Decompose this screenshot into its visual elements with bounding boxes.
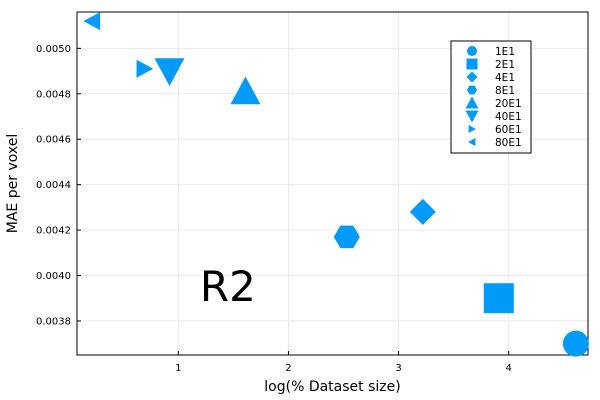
legend-marker-20E1: [465, 96, 479, 109]
legend-box: [450, 40, 532, 154]
data-point-2E1: [483, 283, 514, 314]
legend-marker-40E1: [465, 110, 479, 123]
y-tick-label: 0.0038: [36, 316, 71, 327]
axis-ticks: 1 2 3 4 0.0038 0.0040 0.0042 0.0044 0.0046 0.0048…: [36, 44, 512, 374]
x-tick-label: 3: [395, 363, 401, 374]
chart-annotation: R2: [200, 262, 256, 311]
data-point-80E1: [83, 12, 101, 31]
x-tick-label: 1: [175, 363, 181, 374]
y-tick-label: 0.0050: [36, 44, 71, 55]
legend-label: 8E1: [495, 85, 515, 97]
legend-marker-2E1: [466, 58, 478, 70]
legend-marker-1E1: [467, 46, 477, 56]
x-tick-label: 2: [285, 363, 291, 374]
data-points: [83, 12, 589, 357]
data-point-60E1: [136, 59, 154, 78]
y-tick-label: 0.0040: [36, 271, 71, 282]
data-point-8E1: [333, 225, 360, 249]
y-tick-label: 0.0046: [36, 135, 71, 146]
y-tick-label: 0.0048: [36, 89, 71, 100]
legend-label: 60E1: [495, 124, 522, 136]
data-point-1E1: [562, 330, 589, 357]
legend-label: 1E1: [495, 46, 515, 58]
plot-frame: [76, 11, 589, 356]
data-point-40E1: [154, 58, 185, 87]
data-point-4E1: [409, 198, 436, 225]
y-tick-label: 0.0044: [36, 180, 71, 191]
legend-label: 40E1: [495, 111, 522, 123]
legend-marker-60E1: [468, 125, 476, 133]
data-point-20E1: [230, 76, 261, 105]
legend-marker-80E1: [468, 138, 476, 146]
x-axis-label: log(% Dataset size): [264, 379, 400, 395]
y-tick-label: 0.0042: [36, 226, 71, 237]
legend-label: 2E1: [495, 59, 515, 71]
legend-marker-8E1: [467, 85, 477, 95]
legend-label: 20E1: [495, 98, 522, 110]
legend-label: 80E1: [495, 137, 522, 149]
legend-label: 4E1: [495, 72, 515, 84]
x-tick-label: 4: [506, 363, 512, 374]
legend-marker-4E1: [466, 71, 478, 83]
y-axis-label: MAE per voxel: [5, 134, 21, 233]
